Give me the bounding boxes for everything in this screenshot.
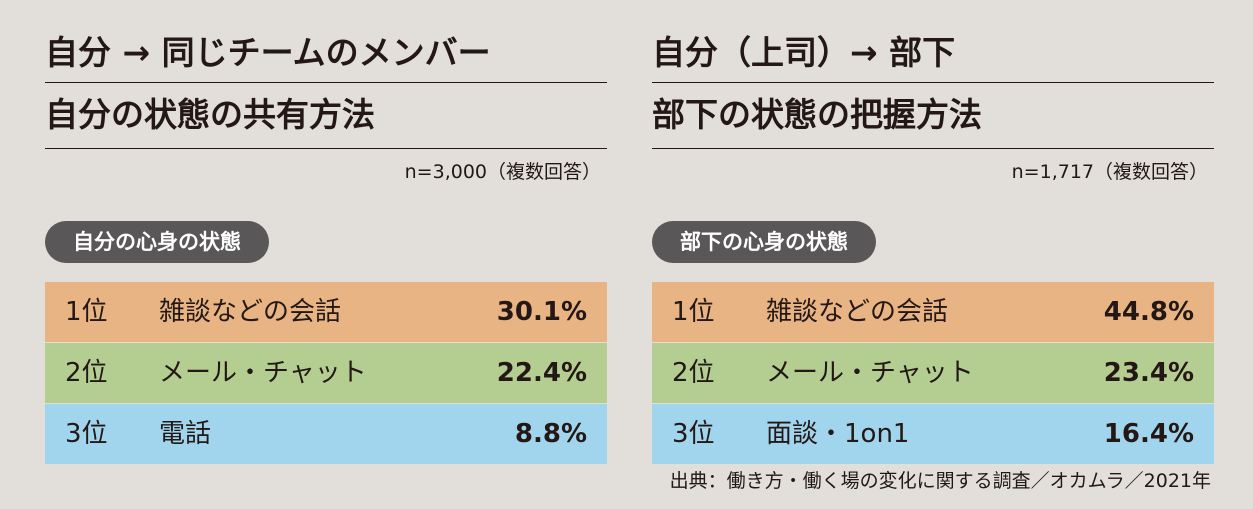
- percent-value: 30.1%: [496, 297, 587, 327]
- right-panel: 自分（上司）→ 部下 部下の状態の把握方法 n=1,717（複数回答） 部下の心…: [652, 0, 1214, 509]
- ranking-row: 1位 雑談などの会話 30.1%: [45, 282, 607, 342]
- method-label: 雑談などの会話: [766, 297, 949, 327]
- percent-value: 16.4%: [1103, 419, 1194, 449]
- left-category-badge: 自分の心身の状態: [45, 221, 269, 263]
- rank-label: 1位: [65, 297, 108, 327]
- rank-label: 3位: [65, 419, 108, 449]
- percent-value: 22.4%: [496, 358, 587, 388]
- rank-label: 1位: [672, 297, 715, 327]
- ranking-row: 3位 電話 8.8%: [45, 404, 607, 464]
- method-label: メール・チャット: [766, 358, 974, 388]
- right-sample-note: n=1,717（複数回答）: [1011, 161, 1208, 183]
- right-category-badge: 部下の心身の状態: [652, 221, 876, 263]
- right-title: 自分（上司）→ 部下: [652, 30, 1214, 83]
- rank-label: 2位: [65, 358, 108, 388]
- right-subtitle: 部下の状態の把握方法: [652, 88, 1214, 149]
- ranking-row: 1位 雑談などの会話 44.8%: [652, 282, 1214, 342]
- percent-value: 44.8%: [1103, 297, 1194, 327]
- ranking-row: 2位 メール・チャット 23.4%: [652, 343, 1214, 403]
- rank-label: 3位: [672, 419, 715, 449]
- source-caption: 出典：働き方・働く場の変化に関する調査／オカムラ／2021年: [669, 470, 1211, 492]
- left-title: 自分 → 同じチームのメンバー: [45, 30, 607, 83]
- method-label: 面談・1on1: [766, 419, 910, 449]
- method-label: 雑談などの会話: [159, 297, 342, 327]
- percent-value: 23.4%: [1103, 358, 1194, 388]
- method-label: メール・チャット: [159, 358, 367, 388]
- percent-value: 8.8%: [514, 419, 587, 449]
- ranking-row: 2位 メール・チャット 22.4%: [45, 343, 607, 403]
- left-subtitle: 自分の状態の共有方法: [45, 88, 607, 149]
- ranking-row: 3位 面談・1on1 16.4%: [652, 404, 1214, 464]
- method-label: 電話: [159, 419, 212, 449]
- left-sample-note: n=3,000（複数回答）: [404, 161, 601, 183]
- rank-label: 2位: [672, 358, 715, 388]
- right-ranking-table: 1位 雑談などの会話 44.8% 2位 メール・チャット 23.4% 3位 面談…: [652, 282, 1214, 465]
- left-panel: 自分 → 同じチームのメンバー 自分の状態の共有方法 n=3,000（複数回答）…: [45, 0, 607, 509]
- left-ranking-table: 1位 雑談などの会話 30.1% 2位 メール・チャット 22.4% 3位 電話…: [45, 282, 607, 465]
